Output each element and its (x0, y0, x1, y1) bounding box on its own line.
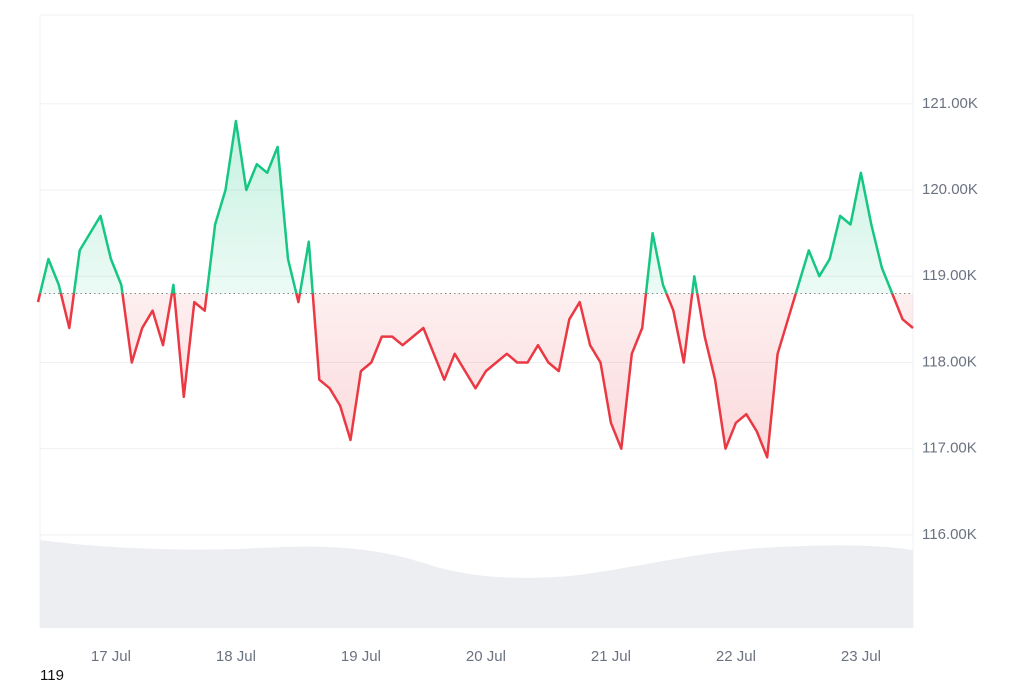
y-tick-label: 116.00K (922, 526, 977, 543)
volume-area (40, 540, 913, 628)
x-tick-label: 20 Jul (466, 648, 506, 665)
x-tick-label: 23 Jul (841, 648, 881, 665)
x-tick-label: 17 Jul (91, 648, 131, 665)
x-tick-label: 18 Jul (216, 648, 256, 665)
y-tick-label: 117.00K (922, 440, 977, 457)
y-tick-label: 119.00K (922, 267, 977, 284)
y-tick-label: 120.00K (922, 181, 978, 198)
x-tick-label: 22 Jul (716, 648, 756, 665)
x-tick-label: 19 Jul (341, 648, 381, 665)
price-line (36, 119, 914, 459)
y-tick-label: 118.00K (922, 353, 977, 370)
y-tick-label: 121.00K (922, 95, 978, 112)
x-tick-label: 21 Jul (591, 648, 631, 665)
baseline-label: 119 (40, 667, 64, 683)
area (38, 121, 913, 458)
